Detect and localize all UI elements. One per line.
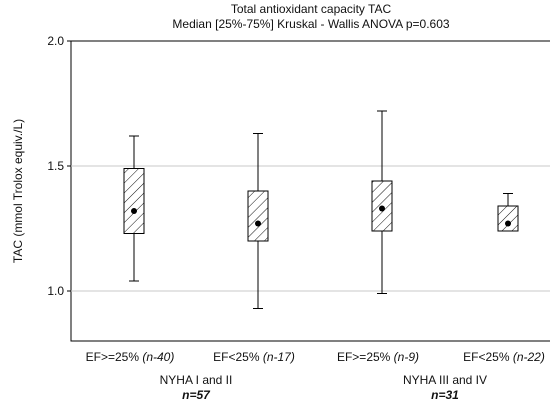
y-tick-label: 2.0: [47, 34, 64, 48]
category-n: (n-40): [142, 350, 174, 364]
y-tick-label: 1.0: [47, 284, 64, 298]
category-name: EF<25%: [213, 350, 263, 364]
category-label: EF<25% (n-22): [463, 350, 545, 364]
chart-subtitle: Median [25%-75%] Kruskal - Wallis ANOVA …: [172, 17, 449, 31]
median-point: [131, 208, 137, 214]
group-label: NYHA III and IV: [403, 373, 487, 387]
category-name: EF<25%: [463, 350, 513, 364]
category-label: EF<25% (n-17): [213, 350, 295, 364]
category-n: (n-9): [394, 350, 419, 364]
median-point: [379, 205, 385, 212]
category-name: EF>=25%: [86, 350, 143, 364]
group-label: NYHA I and II: [160, 373, 233, 387]
group-n-label: n=57: [182, 388, 211, 402]
category-name: EF>=25%: [337, 350, 394, 364]
group-n-label: n=31: [431, 388, 459, 402]
y-tick-label: 1.5: [47, 159, 64, 173]
y-axis-label: TAC (mmol Trolox equiv./L): [11, 119, 25, 263]
plot-frame: [70, 40, 550, 342]
category-n: (n-22): [513, 350, 545, 364]
iqr-box: [123, 168, 145, 234]
median-point: [255, 220, 261, 227]
category-n: (n-17): [263, 350, 295, 364]
iqr-box: [497, 205, 519, 232]
category-label: EF>=25% (n-9): [337, 350, 419, 364]
iqr-box: [247, 190, 269, 242]
median-point: [505, 220, 511, 227]
category-label: EF>=25% (n-40): [86, 350, 175, 364]
chart-title: Total antioxidant capacity TAC: [231, 2, 392, 16]
